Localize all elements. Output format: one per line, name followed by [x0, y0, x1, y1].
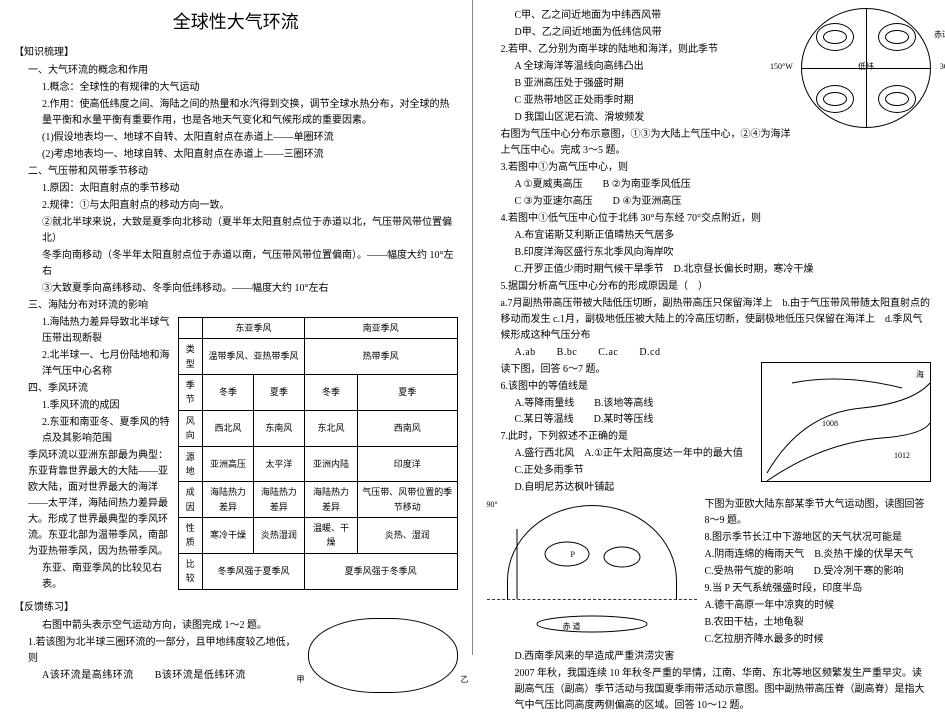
r-types-h: 类型	[178, 339, 203, 375]
r-l7: 5.据国分析高气压中心分布的形成原因是（ ）	[487, 279, 932, 295]
r-cause-2: 海陆热力差异	[253, 482, 304, 518]
r-season-1: 冬季	[203, 374, 254, 410]
s2-2: 2.规律：①与太阳直射点的移动方向一致。	[14, 198, 458, 214]
r-cmp-1: 冬季风强于夏季风	[203, 553, 305, 589]
r-cause-3: 海陆热力差异	[304, 482, 357, 518]
r-wind-h: 风向	[178, 410, 203, 446]
r-season-4: 夏季	[358, 374, 457, 410]
globe-left-label: 150°W	[770, 61, 793, 74]
r-src-2: 太平洋	[253, 446, 304, 482]
isoline-map: 海 1008 1012	[761, 362, 931, 482]
s1-3a: (1)假设地表均一、地球不自转、太阳直射点在赤道上——单圈环流	[14, 130, 458, 146]
s2-5: ③大致夏季向高纬移动、冬季向低纬移动。——幅度大约 10°左右	[14, 281, 458, 297]
r-prop-2: 炎热湿润	[253, 518, 304, 554]
r-l6b: B.印度洋海区盛行东北季风向海岸吹	[487, 245, 932, 261]
r-types-1: 温带季风、亚热带季风	[203, 339, 305, 375]
r-l5: 3.若图中①为高气压中心，则	[487, 160, 932, 176]
r-src-h: 源地	[178, 446, 203, 482]
s1-1: 1.概念：全球性的有规律的大气运动	[14, 80, 458, 96]
pressure-globe-diagram: 150°W 30°E 赤道 低纬	[801, 8, 931, 128]
r-types-2: 热带季风	[304, 339, 457, 375]
r-l4: 右图为气压中心分布示意图，①③为大陆上气压中心，②④为海洋上气压中心。完成 3～…	[487, 127, 932, 159]
r-l5b: C ③为亚速尔高压 D ④为亚洲高压	[487, 194, 932, 210]
r-src-4: 印度洋	[358, 446, 457, 482]
s2-1: 1.原因：太阳直射点的季节移动	[14, 181, 458, 197]
section-feedback: 【反馈练习】	[14, 600, 458, 616]
globe-right-label: 30°E	[940, 61, 945, 74]
r-l6a: A.布宜诺斯艾利斯正值晴热天气居多	[487, 228, 932, 244]
th-south: 南亚季风	[304, 317, 457, 338]
r-cause-h: 成因	[178, 482, 203, 518]
r-wind-1: 西北风	[203, 410, 254, 446]
s2: 二、气压带和风带季节移动	[14, 164, 458, 180]
s1-3b: (2)考虑地表均一、地球自转、太阳直射点在赤道上——三圈环流	[14, 147, 458, 163]
monsoon-table: 东亚季风 南亚季风 类型 温带季风、亚热带季风 热带季风 季节 冬季 夏季 冬季…	[178, 317, 458, 590]
r-prop-1: 寒冷干燥	[203, 518, 254, 554]
right-column: 150°W 30°E 赤道 低纬 C甲、乙之间近地面为中纬西风带 D甲、乙之间近…	[473, 0, 945, 655]
r-src-3: 亚洲内陆	[304, 446, 357, 482]
left-column: 全球性大气环流 【知识梳理】 一、大气环流的概念和作用 1.概念：全球性的有规律…	[0, 0, 473, 655]
r-season-2: 夏季	[253, 374, 304, 410]
s1: 一、大气环流的概念和作用	[14, 63, 458, 79]
isoline-svg	[762, 363, 932, 483]
r-l7o: A.ab B.bc C.ac D.cd	[487, 345, 932, 361]
r-l10: 2007 年秋，我国连续 10 年秋冬严重的早情，江南、华南、东北等地区频繁发生…	[487, 666, 932, 714]
section-knowledge: 【知识梳理】	[14, 45, 458, 61]
r-cause-4: 气压带、风带位置的季节移动	[358, 482, 457, 518]
page-title: 全球性大气环流	[14, 8, 458, 37]
r-wind-2: 东南风	[253, 410, 304, 446]
s3: 三、海陆分布对环流的影响	[14, 298, 458, 314]
th-east: 东亚季风	[203, 317, 305, 338]
asia-monsoon-diagram: 90° P 赤 道	[487, 499, 697, 649]
asia-svg	[487, 499, 697, 649]
r-wind-4: 西南风	[358, 410, 457, 446]
r-l6: 4.若图中①低气压中心位于北纬 30°与东经 70°交点附近，则	[487, 211, 932, 227]
r-cmp-h: 比较	[178, 553, 203, 589]
s2-3: ②就北半球来说，大致是夏季向北移动（夏半年太阳直射点位于赤道以北，气压带风带位置…	[14, 215, 458, 247]
r-season-h: 季节	[178, 374, 203, 410]
s2-4: 冬季向南移动（冬半年太阳直射点位于赤道以南，气压带风带位置偏南）。——幅度大约 …	[14, 248, 458, 280]
r-season-3: 冬季	[304, 374, 357, 410]
th-blank	[178, 317, 203, 338]
r-prop-3: 温暖、干燥	[304, 518, 357, 554]
s1-2: 2.作用：使高低纬度之间、海陆之间的热量和水汽得到交换，调节全球水热分布，对全球…	[14, 97, 458, 129]
r-l5a: A ①夏威夷高压 B ②为南亚季风低压	[487, 177, 932, 193]
r-wind-3: 东北风	[304, 410, 357, 446]
r-src-1: 亚洲高压	[203, 446, 254, 482]
r-prop-4: 炎热、湿润	[358, 518, 457, 554]
r-l9-9d: D.西南季风来的早造成严重洪涝灾害	[487, 649, 932, 665]
r-l7txt: a.7月副热带高压带被大陆低压切断，副热带高压只保留海洋上 b.由于气压带风带随…	[487, 296, 932, 344]
globe-top-label: 赤道	[934, 29, 945, 42]
r-l6c: C.开罗正值少雨时期气候干旱季节 D.北京昼长偏长时期，寒冷干燥	[487, 262, 932, 278]
r-prop-h: 性质	[178, 518, 203, 554]
r-cmp-2: 夏季风强于冬季风	[304, 553, 457, 589]
globe-center-label: 低纬	[858, 61, 874, 74]
r-cause-1: 海陆热力差异	[203, 482, 254, 518]
circulation-diagram: 甲 乙	[308, 618, 458, 693]
